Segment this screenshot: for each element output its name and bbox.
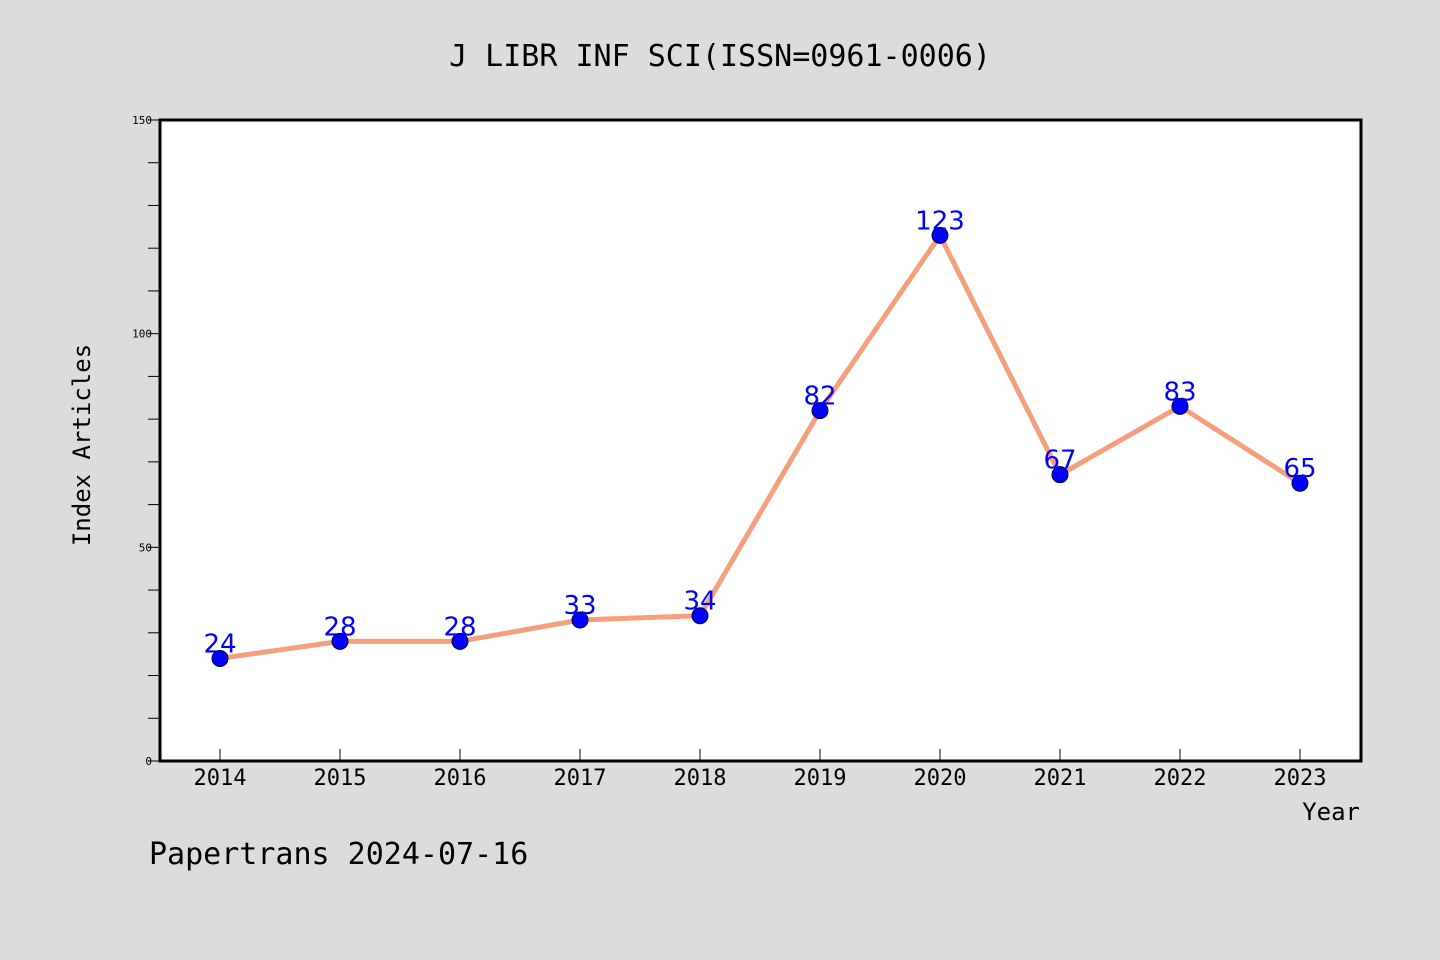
x-tick-label: 2021 xyxy=(1034,766,1087,791)
footer-source: Papertrans 2024-07-16 xyxy=(149,837,528,872)
x-tick-label: 2023 xyxy=(1274,766,1327,791)
y-tick-label: 0 xyxy=(145,755,152,768)
x-tick-label: 2019 xyxy=(794,766,847,791)
data-labels: 24 28 28 33 34 82 123 67 83 65 xyxy=(203,206,1316,659)
data-point-marker xyxy=(451,632,469,650)
chart-title: J LIBR INF SCI(ISSN=0961-0006) xyxy=(449,39,991,74)
y-tick-label: 100 xyxy=(132,328,152,341)
data-point-marker xyxy=(1051,466,1069,484)
x-tick-label: 2017 xyxy=(554,766,607,791)
data-point-marker xyxy=(691,607,709,625)
x-tick-label: 2014 xyxy=(194,766,247,791)
data-label: 82 xyxy=(803,382,836,412)
x-axis: 2014 2015 2016 2017 2018 2019 2020 2021 2022 2023 xyxy=(194,749,1327,791)
data-point-marker xyxy=(811,402,829,420)
data-point-marker xyxy=(211,649,229,667)
x-tick-label: 2018 xyxy=(674,766,727,791)
y-tick-label: 150 xyxy=(132,114,152,127)
data-point-marker xyxy=(331,632,349,650)
data-label: 83 xyxy=(1163,377,1196,407)
data-point-marker xyxy=(1171,397,1189,415)
data-point-marker xyxy=(1291,474,1309,492)
series-layer xyxy=(211,226,1309,667)
x-tick-label: 2022 xyxy=(1154,766,1207,791)
data-label: 28 xyxy=(443,612,476,642)
plot-area xyxy=(158,118,1363,763)
x-axis-title: Year xyxy=(1302,798,1360,826)
x-tick-label: 2020 xyxy=(914,766,967,791)
y-tick-label: 50 xyxy=(139,541,152,554)
y-axis: 0 50 100 150 xyxy=(132,114,160,768)
data-label: 123 xyxy=(915,206,965,236)
data-label: 33 xyxy=(563,591,596,621)
x-tick-label: 2016 xyxy=(434,766,487,791)
data-label: 34 xyxy=(683,587,716,617)
data-label: 24 xyxy=(203,629,236,659)
x-tick-label: 2015 xyxy=(314,766,367,791)
data-label: 65 xyxy=(1283,454,1316,484)
series-line xyxy=(217,232,1303,661)
data-label: 28 xyxy=(323,612,356,642)
data-label: 67 xyxy=(1043,446,1076,476)
y-axis-title: Index Articles xyxy=(68,344,96,546)
data-point-marker xyxy=(571,611,589,629)
data-point-marker xyxy=(931,226,949,244)
